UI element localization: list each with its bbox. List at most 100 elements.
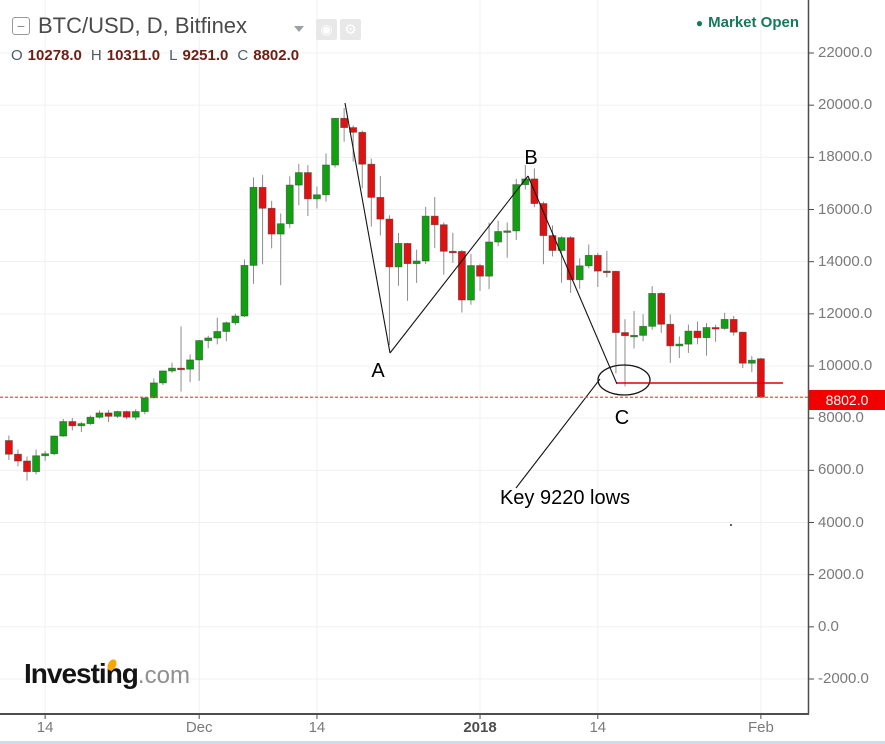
candle xyxy=(258,174,267,265)
x-axis-label: Dec xyxy=(185,719,213,736)
candle xyxy=(448,232,457,263)
annotation-label-a: A xyxy=(371,360,385,382)
y-axis-label: 18000.0 xyxy=(818,148,873,166)
compare-style-button[interactable]: ◉ xyxy=(316,19,337,40)
candle xyxy=(720,312,729,330)
candle xyxy=(566,236,575,293)
settings-button[interactable]: ⚙ xyxy=(340,19,361,40)
candle xyxy=(621,319,629,387)
trendline[interactable] xyxy=(527,175,618,385)
candle xyxy=(322,153,330,202)
candle xyxy=(738,331,747,369)
bottom-divider xyxy=(0,741,885,744)
high-value: 10311.0 xyxy=(106,47,161,64)
candle xyxy=(32,449,40,475)
candle xyxy=(104,409,113,423)
high-label: H xyxy=(90,47,102,64)
candle xyxy=(168,362,176,373)
x-axis-label: Feb xyxy=(747,719,774,736)
candle xyxy=(177,326,185,392)
annotation-label-b: B xyxy=(524,147,538,169)
annotation-label-c: C xyxy=(614,407,630,429)
candle xyxy=(313,186,321,209)
candle xyxy=(630,311,638,349)
y-axis-label: 2000.0 xyxy=(818,565,864,583)
y-axis-label: 6000.0 xyxy=(818,461,864,479)
candle xyxy=(249,177,258,284)
candle xyxy=(41,450,50,461)
candle xyxy=(639,314,647,342)
candle xyxy=(503,222,512,258)
y-axis-label: 8000.0 xyxy=(818,409,864,427)
candle xyxy=(421,206,430,264)
stray-mark xyxy=(729,523,733,527)
x-axis-label: 14 xyxy=(36,719,54,736)
y-axis-label: 0.0 xyxy=(818,617,839,635)
gear-icon: ⚙ xyxy=(344,21,357,37)
candle xyxy=(68,418,77,431)
candle xyxy=(50,435,59,456)
candle xyxy=(59,418,68,437)
candle xyxy=(276,213,285,286)
x-axis-label: 14 xyxy=(589,719,607,736)
collapse-chart-button[interactable]: − xyxy=(12,17,30,35)
candle xyxy=(240,259,249,317)
candle xyxy=(494,220,503,247)
candle xyxy=(675,336,684,359)
candle xyxy=(693,321,702,345)
candle xyxy=(702,322,711,356)
y-axis-label: 12000.0 xyxy=(818,304,873,322)
candle xyxy=(86,415,95,425)
trendline[interactable] xyxy=(389,175,529,354)
candle xyxy=(149,378,158,399)
candle xyxy=(684,324,693,353)
annotation-key-lows-text: Key 9220 lows xyxy=(499,487,631,509)
open-value: 10278.0 xyxy=(27,47,82,64)
price-scale[interactable]: 22000.0 20000.0 18000.0 16000.0 14000.0 12000… xyxy=(808,0,885,714)
investing-logo[interactable]: Investing.com xyxy=(24,657,190,690)
candle xyxy=(756,357,765,398)
y-axis-label: 14000.0 xyxy=(818,252,873,270)
time-scale[interactable]: 14 Dec 14 2018 14 Feb xyxy=(0,714,885,744)
candle xyxy=(648,286,657,330)
logo-suffix-text: .com xyxy=(137,662,190,689)
candle xyxy=(439,222,448,275)
candle xyxy=(331,117,339,168)
candle xyxy=(285,176,294,228)
x-axis-label: 2018 xyxy=(463,719,497,736)
candle xyxy=(602,250,611,278)
symbol-title: BTC/USD, D, Bitfinex xyxy=(38,13,248,38)
candle xyxy=(485,222,493,290)
highlight-ellipse[interactable] xyxy=(597,364,651,396)
candle xyxy=(303,165,312,217)
candle xyxy=(186,354,195,383)
candle xyxy=(385,215,394,346)
y-axis-label: 10000.0 xyxy=(818,357,873,374)
low-value: 9251.0 xyxy=(182,47,229,64)
chevron-down-icon[interactable] xyxy=(294,26,304,32)
candle xyxy=(140,397,149,415)
candle xyxy=(657,292,666,333)
trendline[interactable] xyxy=(344,102,391,354)
candle xyxy=(23,456,31,481)
candle xyxy=(512,178,521,240)
candle xyxy=(77,421,86,432)
open-label: O xyxy=(11,47,23,64)
candle xyxy=(367,158,376,227)
candle xyxy=(467,253,475,305)
candle xyxy=(195,339,204,381)
candle xyxy=(113,410,122,419)
status-dot-icon: ● xyxy=(695,16,704,30)
ohlc-readout: O 10278.0 H 10311.0 L 9251.0 C 8802.0 xyxy=(11,47,308,64)
candle xyxy=(575,258,584,289)
candle xyxy=(403,242,412,301)
minus-icon: − xyxy=(16,18,26,34)
market-status: ● Market Open xyxy=(696,14,799,31)
trendline[interactable] xyxy=(515,378,601,489)
logo-brand-text: Investing xyxy=(24,658,139,689)
low-label: L xyxy=(169,47,178,64)
candle xyxy=(530,168,539,208)
market-status-label: Market Open xyxy=(708,14,799,31)
